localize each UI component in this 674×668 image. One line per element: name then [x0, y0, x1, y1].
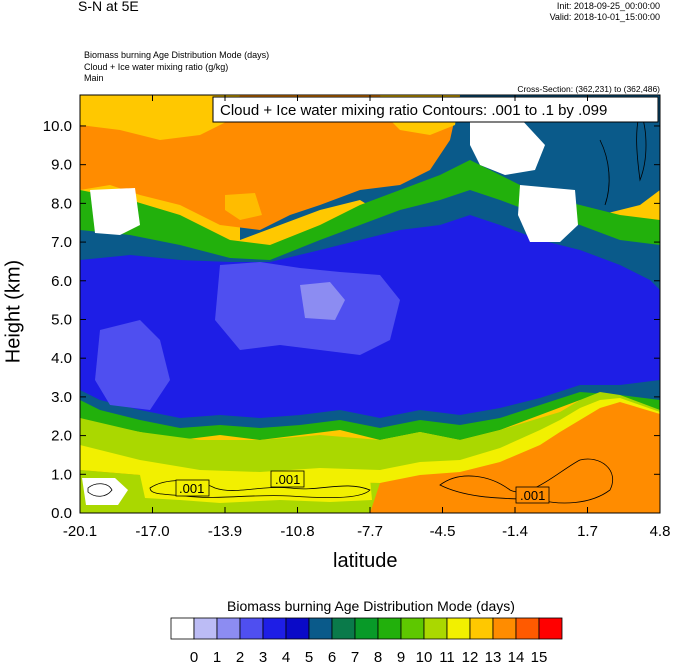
colorbar-label: 0 — [190, 649, 198, 666]
colorbar-label: 4 — [282, 649, 290, 666]
colorbar-swatch — [331, 617, 356, 640]
colorbar-label: 9 — [397, 649, 405, 666]
y-tick-label: 1.0 — [51, 466, 72, 483]
contour-label: .001 — [179, 481, 204, 496]
valid-time: Valid: 2018-10-01_15:00:00 — [549, 12, 660, 22]
contour-labels: .001 .001 .001 — [175, 470, 550, 504]
x-tick-label: -10.8 — [280, 523, 314, 540]
colorbar-label: 7 — [351, 649, 359, 666]
x-tick-label: -13.9 — [208, 523, 242, 540]
colorbar-swatch — [170, 617, 195, 640]
colorbar-swatch — [216, 617, 241, 640]
x-tick-label: 1.7 — [577, 523, 598, 540]
colorbar-label: 13 — [485, 649, 502, 666]
x-tick-label: -1.4 — [502, 523, 528, 540]
colorbar-swatch — [515, 617, 540, 640]
field-description-main: Main — [84, 73, 104, 83]
contour-label: .001 — [520, 488, 545, 503]
colorbar-label: 11 — [439, 649, 455, 666]
colorbar-swatch — [446, 617, 471, 640]
colorbar-title: Biomass burning Age Distribution Mode (d… — [227, 598, 515, 614]
y-tick-label: 7.0 — [51, 234, 72, 251]
y-tick-label: 8.0 — [51, 195, 72, 212]
x-tick-label: -7.7 — [357, 523, 383, 540]
contour-info-text: Cloud + Ice water mixing ratio Contours:… — [220, 102, 607, 119]
colorbar: 0 1 2 3 4 5 6 7 8 9 10 11 12 13 14 15 — [170, 617, 563, 666]
y-tick-label: 0.0 — [51, 505, 72, 522]
colorbar-label: 3 — [259, 649, 267, 666]
colorbar-label: 1 — [213, 649, 221, 666]
chart-title: S-N at 5E — [78, 0, 139, 14]
colorbar-swatch — [377, 617, 402, 640]
colorbar-swatch — [308, 617, 333, 640]
y-tick-label: 2.0 — [51, 428, 72, 445]
y-tick-label: 10.0 — [43, 118, 72, 135]
y-axis-title: Height (km) — [2, 259, 25, 364]
y-tick-label: 3.0 — [51, 389, 72, 406]
y-tick-label: 4.0 — [51, 350, 72, 367]
colorbar-swatch — [400, 617, 425, 640]
colorbar-swatch — [469, 617, 494, 640]
colorbar-swatch — [285, 617, 310, 640]
colorbar-label: 14 — [508, 649, 525, 666]
colorbar-swatch — [262, 617, 287, 640]
contour-label: .001 — [275, 472, 300, 487]
y-tick-label: 9.0 — [51, 157, 72, 174]
colorbar-label: 5 — [305, 649, 313, 666]
colorbar-swatch — [193, 617, 218, 640]
colorbar-label: 6 — [328, 649, 336, 666]
y-tick-label: 5.0 — [51, 311, 72, 328]
x-axis-title: latitude — [333, 550, 398, 572]
x-tick-label: -4.5 — [430, 523, 456, 540]
colorbar-label: 2 — [236, 649, 244, 666]
field-description-fill: Biomass burning Age Distribution Mode (d… — [84, 50, 270, 60]
contour-info-box: Cloud + Ice water mixing ratio Contours:… — [212, 96, 659, 123]
field-description-contour: Cloud + Ice water mixing ratio (g/kg) — [84, 62, 229, 72]
x-axis: -20.1 -17.0 -13.9 -10.8 -7.7 -4.5 -1.4 1.7 4.8 — [63, 95, 671, 540]
init-time: Init: 2018-09-25_00:00:00 — [556, 1, 660, 11]
colorbar-label: 15 — [531, 649, 548, 666]
colorbar-swatch — [538, 617, 563, 640]
y-tick-label: 6.0 — [51, 273, 72, 290]
colorbar-swatch — [239, 617, 264, 640]
colorbar-swatch — [492, 617, 517, 640]
x-tick-label: -20.1 — [63, 523, 97, 540]
x-tick-label: -17.0 — [135, 523, 169, 540]
colorbar-label: 8 — [374, 649, 382, 666]
colorbar-label: 10 — [416, 649, 433, 666]
y-axis: 0.0 1.0 2.0 3.0 4.0 5.0 6.0 7.0 8.0 9.0 10.0 — [43, 118, 660, 522]
heatmap-field — [80, 95, 660, 513]
colorbar-swatch — [354, 617, 379, 640]
colorbar-label: 12 — [462, 649, 479, 666]
cross-section-label: Cross-Section: (362,231) to (362,486) — [517, 84, 660, 94]
colorbar-swatch — [423, 617, 448, 640]
x-tick-label: 4.8 — [650, 523, 671, 540]
